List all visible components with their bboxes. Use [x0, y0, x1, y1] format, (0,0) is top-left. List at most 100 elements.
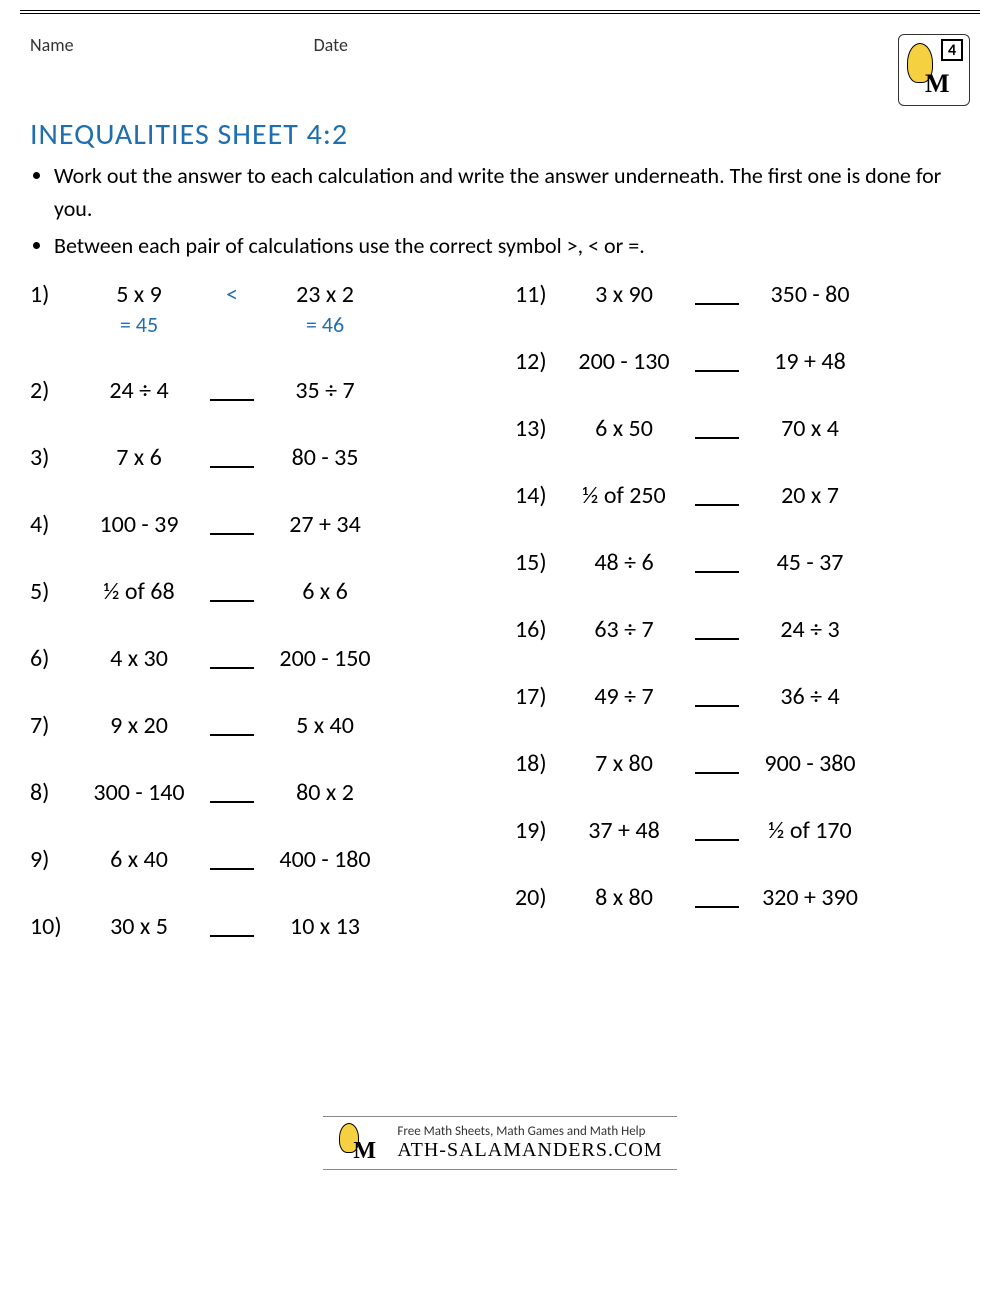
footer-tagline: Free Math Sheets, Math Games and Math He… — [397, 1124, 662, 1139]
blank-line — [695, 622, 739, 640]
comparison-symbol — [689, 347, 745, 376]
blank-line — [210, 718, 254, 736]
left-expression: ½ of 68 — [74, 577, 204, 606]
problem-row: 7)9 x 205 x 40 — [30, 711, 485, 740]
problem-number: 8) — [30, 778, 74, 807]
left-expression: 49 ÷ 7 — [559, 682, 689, 711]
blank-line — [210, 919, 254, 937]
problem-row: 1)5 x 9= 45<23 x 2= 46 — [30, 280, 485, 338]
worksheet-title: INEQUALITIES SHEET 4:2 — [30, 116, 970, 153]
right-expression: 45 - 37 — [745, 548, 875, 577]
header-fields: Name Date — [30, 34, 898, 56]
left-expression: 24 ÷ 4 — [74, 376, 204, 405]
problem-number: 19) — [515, 816, 559, 845]
left-expression: 3 x 90 — [559, 280, 689, 309]
right-expression: ½ of 170 — [745, 816, 875, 845]
instruction-item: Work out the answer to each calculation … — [54, 159, 970, 225]
instruction-item: Between each pair of calculations use th… — [54, 229, 970, 262]
left-answer: = 45 — [74, 311, 204, 338]
right-expression: 5 x 40 — [260, 711, 390, 740]
comparison-symbol — [689, 682, 745, 711]
problem-row: 2)24 ÷ 435 ÷ 7 — [30, 376, 485, 405]
problem-number: 13) — [515, 414, 559, 443]
blank-line — [210, 517, 254, 535]
comparison-symbol — [204, 644, 260, 673]
problem-row: 19)37 + 48 ½ of 170 — [515, 816, 970, 845]
footer-logo: M — [337, 1121, 387, 1165]
problem-number: 10) — [30, 912, 74, 941]
problem-row: 10)30 x 5 10 x 13 — [30, 912, 485, 941]
problem-number: 5) — [30, 577, 74, 606]
header-row: Name Date M 4 — [30, 34, 970, 106]
blank-line — [210, 651, 254, 669]
blank-line — [695, 354, 739, 372]
right-expression: 320 + 390 — [745, 883, 875, 912]
blank-line — [210, 785, 254, 803]
left-expression: 9 x 20 — [74, 711, 204, 740]
problems-container: 1)5 x 9= 45<23 x 2= 462)24 ÷ 435 ÷ 73)7 … — [30, 280, 970, 979]
footer-site: ATH-SALAMANDERS.COM — [397, 1139, 662, 1162]
blank-line — [210, 584, 254, 602]
comparison-symbol — [204, 711, 260, 740]
blank-line — [695, 421, 739, 439]
right-expression: 36 ÷ 4 — [745, 682, 875, 711]
left-expression: ½ of 250 — [559, 481, 689, 510]
right-expression: 23 x 2= 46 — [260, 280, 390, 338]
blank-line — [695, 555, 739, 573]
problem-row: 6)4 x 30200 - 150 — [30, 644, 485, 673]
date-label: Date — [314, 34, 348, 56]
worksheet-page: Name Date M 4 INEQUALITIES SHEET 4:2 Wor… — [20, 10, 980, 1170]
right-expression: 35 ÷ 7 — [260, 376, 390, 405]
right-expression: 6 x 6 — [260, 577, 390, 606]
blank-line — [695, 756, 739, 774]
problem-row: 20)8 x 80 320 + 390 — [515, 883, 970, 912]
comparison-symbol — [689, 883, 745, 912]
problem-row: 9)6 x 40400 - 180 — [30, 845, 485, 874]
left-expression: 48 ÷ 6 — [559, 548, 689, 577]
right-expression: 900 - 380 — [745, 749, 875, 778]
problem-row: 12)200 - 13019 + 48 — [515, 347, 970, 376]
problem-number: 3) — [30, 443, 74, 472]
right-expression: 80 x 2 — [260, 778, 390, 807]
left-expression: 37 + 48 — [559, 816, 689, 845]
blank-line — [210, 450, 254, 468]
problem-row: 11)3 x 90350 - 80 — [515, 280, 970, 309]
left-expression: 6 x 50 — [559, 414, 689, 443]
problem-row: 4)100 - 3927 + 34 — [30, 510, 485, 539]
left-expression: 5 x 9= 45 — [74, 280, 204, 338]
blank-line — [210, 383, 254, 401]
right-expression: 80 - 35 — [260, 443, 390, 472]
name-label: Name — [30, 34, 74, 56]
footer-text: Free Math Sheets, Math Games and Math He… — [397, 1124, 662, 1162]
right-expression: 24 ÷ 3 — [745, 615, 875, 644]
right-expression: 20 x 7 — [745, 481, 875, 510]
comparison-symbol — [204, 912, 260, 941]
left-expression: 30 x 5 — [74, 912, 204, 941]
comparison-symbol — [689, 414, 745, 443]
logo-m-icon: M — [353, 1138, 376, 1165]
right-expression: 400 - 180 — [260, 845, 390, 874]
comparison-symbol — [689, 548, 745, 577]
comparison-symbol — [204, 443, 260, 472]
problem-row: 3)7 x 680 - 35 — [30, 443, 485, 472]
logo-m-icon: M — [925, 69, 950, 99]
right-expression: 10 x 13 — [260, 912, 390, 941]
problem-number: 16) — [515, 615, 559, 644]
comparison-symbol — [204, 778, 260, 807]
left-expression: 7 x 80 — [559, 749, 689, 778]
comparison-symbol — [204, 376, 260, 405]
footer: M Free Math Sheets, Math Games and Math … — [20, 1116, 980, 1170]
left-expression: 8 x 80 — [559, 883, 689, 912]
blank-line — [695, 287, 739, 305]
right-answer: = 46 — [260, 311, 390, 338]
comparison-symbol — [204, 577, 260, 606]
problem-number: 12) — [515, 347, 559, 376]
problem-number: 15) — [515, 548, 559, 577]
comparison-symbol — [689, 481, 745, 510]
blank-line — [695, 823, 739, 841]
problems-column-right: 11)3 x 90350 - 80 12)200 - 13019 + 48 13)6… — [515, 280, 970, 979]
problem-number: 20) — [515, 883, 559, 912]
left-expression: 300 - 140 — [74, 778, 204, 807]
problem-row: 8)300 - 140 80 x 2 — [30, 778, 485, 807]
problem-number: 17) — [515, 682, 559, 711]
